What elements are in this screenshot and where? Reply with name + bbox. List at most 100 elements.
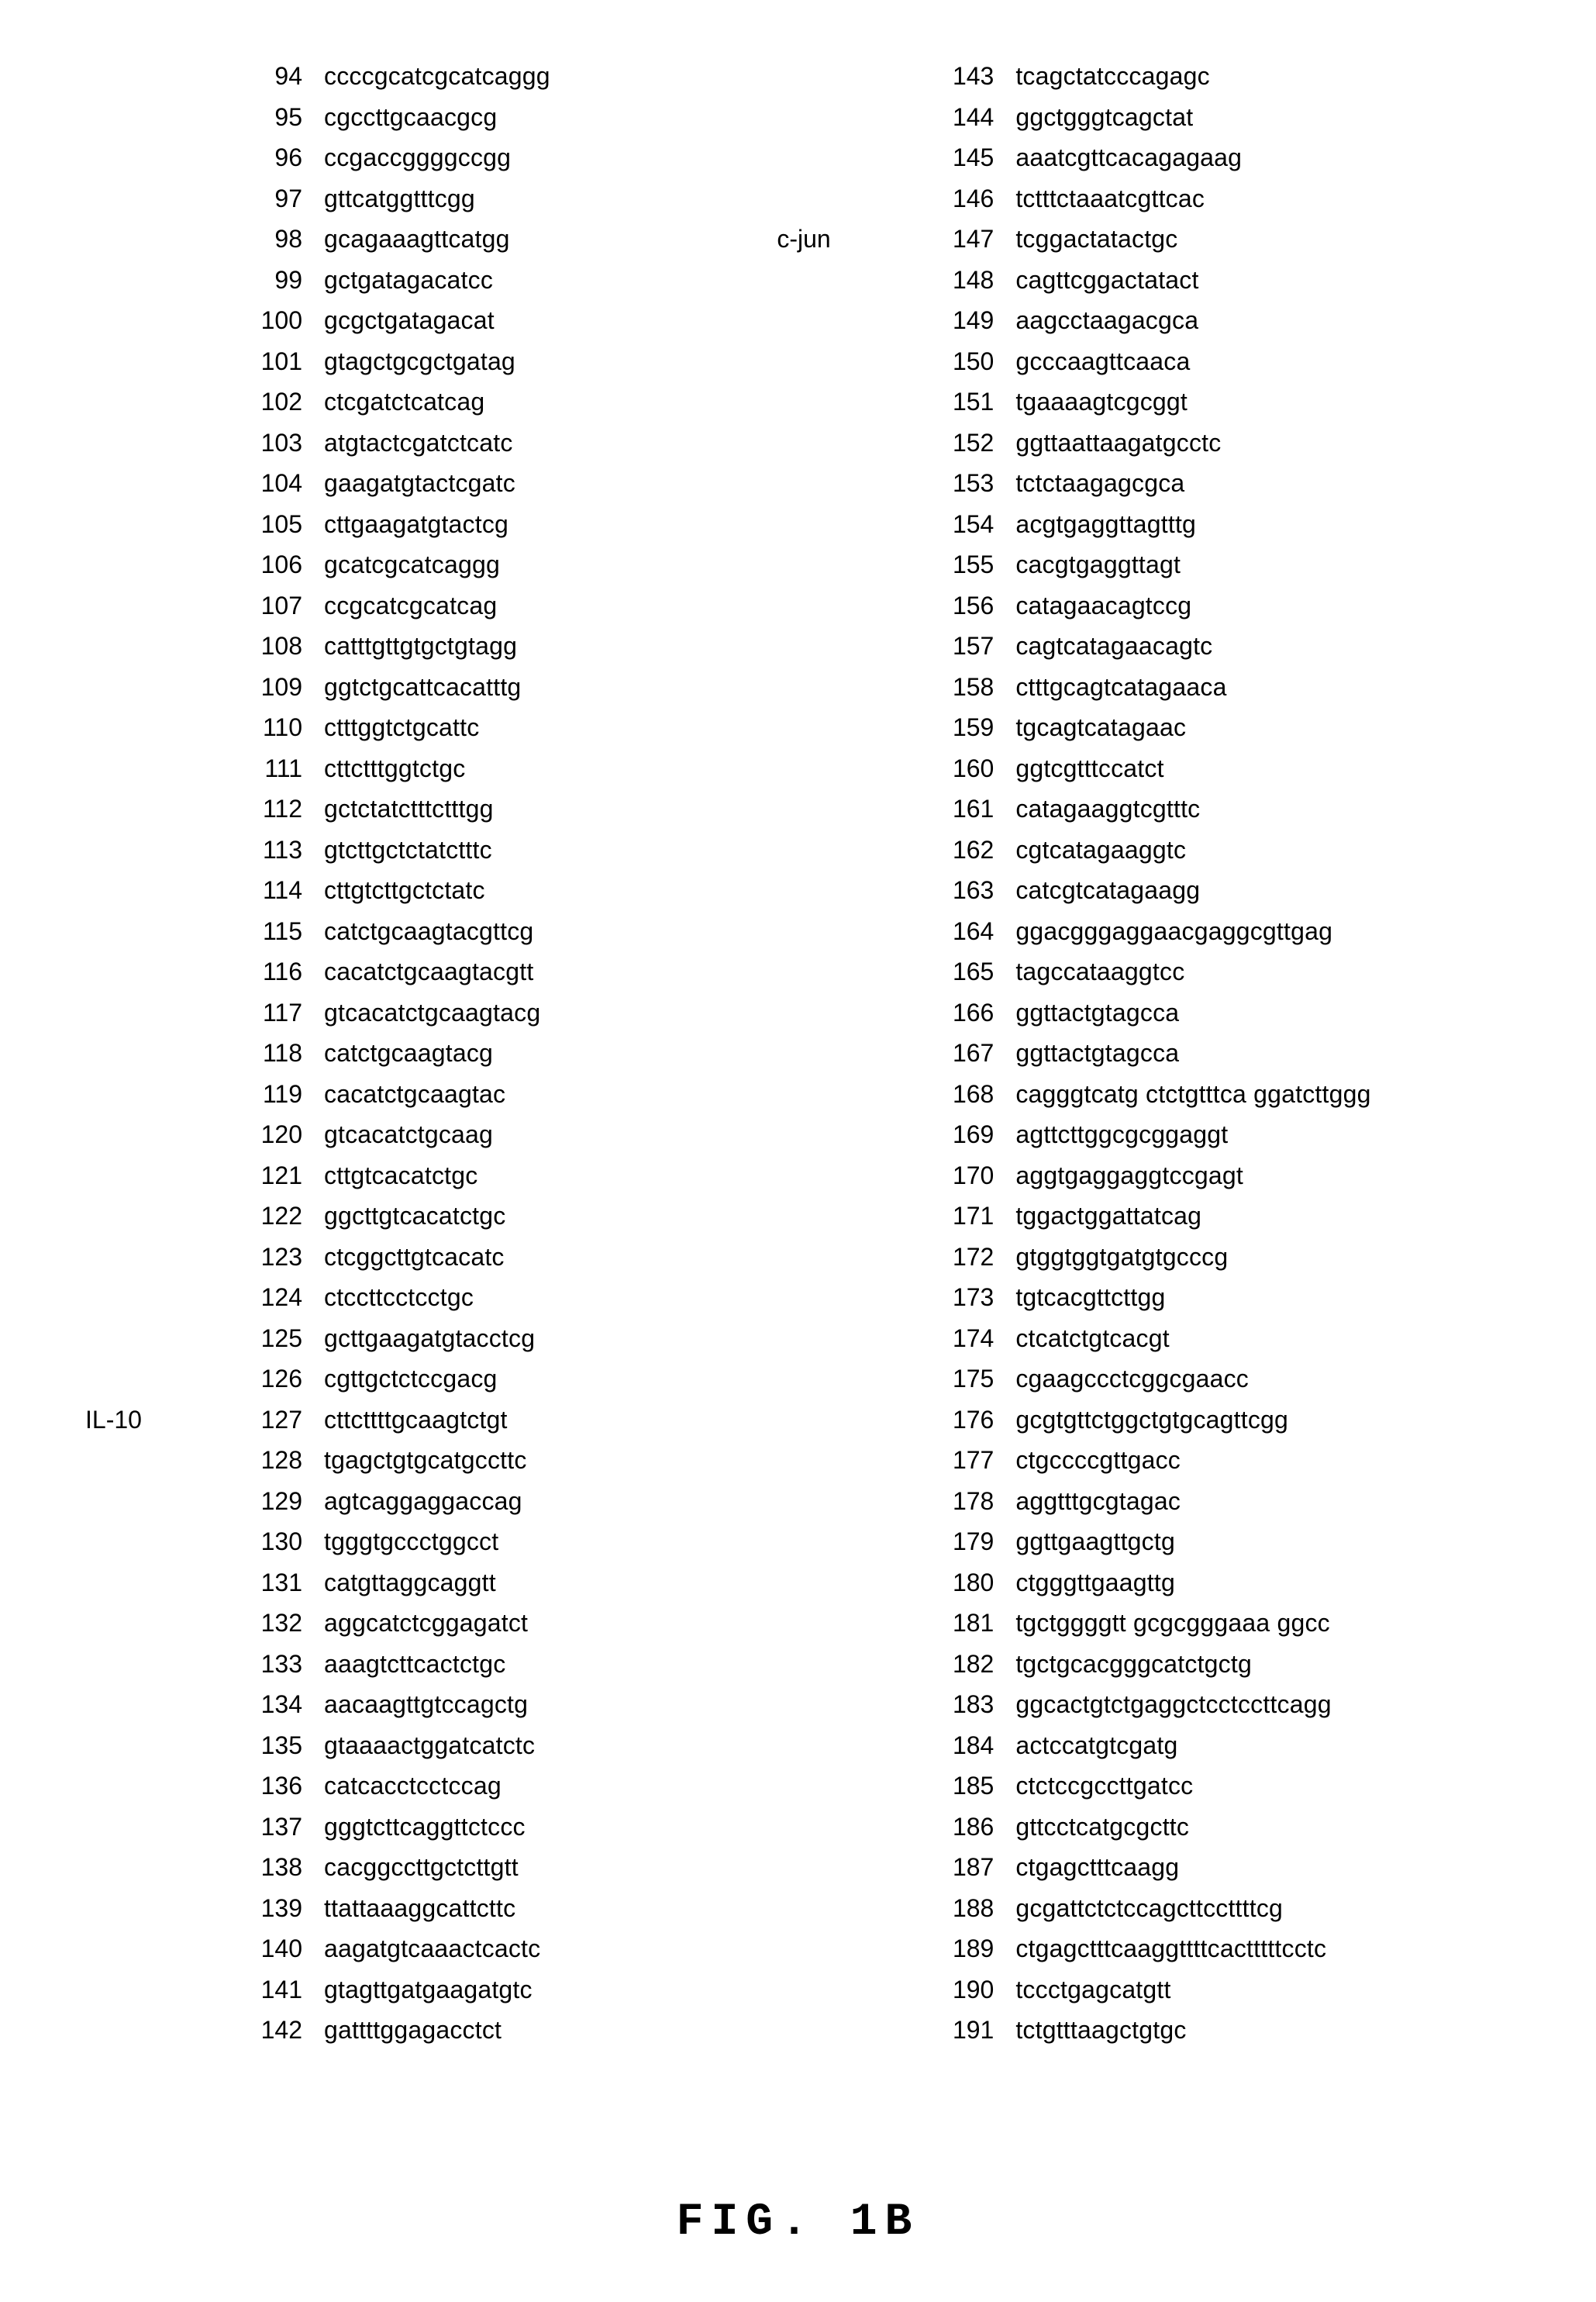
sequence-number: 116 — [209, 958, 324, 986]
sequence-number: 190 — [901, 1976, 1015, 2004]
sequence-number: 114 — [209, 876, 324, 905]
sequence-row: 102ctcgatctcatcag — [85, 388, 722, 429]
sequence-number: 113 — [209, 836, 324, 865]
sequence-text: ccgaccggggccgg — [324, 143, 511, 172]
sequence-row: 145aaatcgttcacagagaag — [777, 143, 1511, 185]
sequence-row: 151tgaaaagtcgcggt — [777, 388, 1511, 429]
sequence-row: 115catctgcaagtacgttcg — [85, 917, 722, 958]
sequence-row: 141gtagttgatgaagatgtc — [85, 1976, 722, 2017]
sequence-text: catctgcaagtacg — [324, 1039, 493, 1068]
sequence-number: 137 — [209, 1813, 324, 1841]
sequence-row: 99gctgatagacatcc — [85, 266, 722, 307]
sequence-row: 156catagaacagtccg — [777, 592, 1511, 633]
sequence-number: 173 — [901, 1283, 1015, 1312]
sequence-text: gggtcttcaggttctccc — [324, 1813, 526, 1841]
sequence-row: 110ctttggtctgcattc — [85, 713, 722, 754]
sequence-number: 154 — [901, 510, 1015, 539]
sequence-text: cttgaagatgtactcg — [324, 510, 508, 539]
sequence-text: gtcacatctgcaag — [324, 1120, 493, 1149]
sequence-number: 166 — [901, 999, 1015, 1027]
sequence-number: 129 — [209, 1487, 324, 1516]
sequence-row: IL-10127cttcttttgcaagtctgt — [85, 1406, 722, 1447]
sequence-number: 153 — [901, 469, 1015, 498]
sequence-text: cgtcatagaaggtc — [1015, 836, 1186, 865]
sequence-row: 183ggcactgtctgaggctcctccttcagg — [777, 1690, 1511, 1731]
sequence-text: cagttcggactatact — [1015, 266, 1198, 295]
sequence-number: 160 — [901, 754, 1015, 783]
sequence-row: 134aacaagttgtccagctg — [85, 1690, 722, 1731]
sequence-number: 179 — [901, 1527, 1015, 1556]
sequence-number: 96 — [209, 143, 324, 172]
sequence-text: tgtcacgttcttgg — [1015, 1283, 1165, 1312]
sequence-row: 128tgagctgtgcatgccttc — [85, 1446, 722, 1487]
sequence-text: tgaaaagtcgcggt — [1015, 388, 1188, 416]
sequence-row: 124ctccttcctcctgc — [85, 1283, 722, 1324]
sequence-row: 116cacatctgcaagtacgtt — [85, 958, 722, 999]
column-left: 94ccccgcatcgcatcaggg95cgccttgcaacgcg96cc… — [85, 62, 722, 2057]
sequence-number: 144 — [901, 103, 1015, 132]
sequence-row: 191tctgtttaagctgtgc — [777, 2016, 1511, 2057]
sequence-row: 97gttcatggtttcgg — [85, 185, 722, 226]
sequence-row: 178aggtttgcgtagac — [777, 1487, 1511, 1528]
sequence-row: 101gtagctgcgctgatag — [85, 347, 722, 388]
sequence-number: 182 — [901, 1650, 1015, 1679]
sequence-row: 107ccgcatcgcatcag — [85, 592, 722, 633]
sequence-row: 152ggttaattaagatgcctc — [777, 429, 1511, 470]
sequence-number: 109 — [209, 673, 324, 702]
sequence-number: 110 — [209, 713, 324, 742]
sequence-text: cttgtcttgctctatc — [324, 876, 485, 905]
sequence-number: 143 — [901, 62, 1015, 91]
sequence-row: 109ggtctgcattcacatttg — [85, 673, 722, 714]
sequence-row: 175cgaagccctcggcgaacc — [777, 1365, 1511, 1406]
sequence-row: 179ggttgaagttgctg — [777, 1527, 1511, 1569]
sequence-number: 115 — [209, 917, 324, 946]
sequence-number: 164 — [901, 917, 1015, 946]
sequence-number: 168 — [901, 1080, 1015, 1109]
sequence-number: 131 — [209, 1569, 324, 1597]
sequence-row: 113gtcttgctctatctttc — [85, 836, 722, 877]
sequence-text: aagcctaagacgca — [1015, 306, 1198, 335]
sequence-text: aggtttgcgtagac — [1015, 1487, 1181, 1516]
sequence-row: 118catctgcaagtacg — [85, 1039, 722, 1080]
sequence-number: 97 — [209, 185, 324, 213]
sequence-row: 144ggctgggtcagctat — [777, 103, 1511, 144]
sequence-text: aacaagttgtccagctg — [324, 1690, 528, 1719]
sequence-row: 177ctgccccgttgacc — [777, 1446, 1511, 1487]
sequence-row: 148cagttcggactatact — [777, 266, 1511, 307]
sequence-text: aaatcgttcacagagaag — [1015, 143, 1242, 172]
sequence-text: ctccttcctcctgc — [324, 1283, 474, 1312]
sequence-text: cttgtcacatctgc — [324, 1161, 477, 1190]
sequence-row: 155cacgtgaggttagt — [777, 550, 1511, 592]
sequence-row: 94ccccgcatcgcatcaggg — [85, 62, 722, 103]
sequence-text: ctttgcagtcatagaaca — [1015, 673, 1226, 702]
sequence-text: ggttactgtagcca — [1015, 999, 1179, 1027]
sequence-row: 117gtcacatctgcaagtacg — [85, 999, 722, 1040]
sequence-text: ctcggcttgtcacatc — [324, 1243, 505, 1272]
sequence-row: 129agtcaggaggaccag — [85, 1487, 722, 1528]
sequence-text: tgctgcacgggcatctgctg — [1015, 1650, 1252, 1679]
sequence-number: 103 — [209, 429, 324, 457]
sequence-row: 174ctcatctgtcacgt — [777, 1324, 1511, 1365]
sequence-number: 145 — [901, 143, 1015, 172]
sequence-number: 184 — [901, 1731, 1015, 1760]
sequence-number: 162 — [901, 836, 1015, 865]
sequence-text: ccgcatcgcatcag — [324, 592, 497, 620]
sequence-number: 118 — [209, 1039, 324, 1068]
sequence-number: 181 — [901, 1609, 1015, 1638]
sequence-number: 139 — [209, 1894, 324, 1923]
sequence-text: tggactggattatcag — [1015, 1202, 1201, 1230]
sequence-text: gaagatgtactcgatc — [324, 469, 515, 498]
sequence-number: 104 — [209, 469, 324, 498]
sequence-row: c-jun147tcggactatactgc — [777, 225, 1511, 266]
sequence-row: 159tgcagtcatagaac — [777, 713, 1511, 754]
sequence-number: 121 — [209, 1161, 324, 1190]
sequence-number: 165 — [901, 958, 1015, 986]
column-right: 143tcagctatcccagagc144ggctgggtcagctat145… — [777, 62, 1511, 2057]
sequence-text: cttcttttgcaagtctgt — [324, 1406, 508, 1434]
sequence-number: 99 — [209, 266, 324, 295]
sequence-number: 167 — [901, 1039, 1015, 1068]
sequence-row: 180ctgggttgaagttg — [777, 1569, 1511, 1610]
columns-container: 94ccccgcatcgcatcaggg95cgccttgcaacgcg96cc… — [85, 62, 1511, 2057]
sequence-text: catcgtcatagaagg — [1015, 876, 1200, 905]
sequence-number: 111 — [209, 754, 324, 783]
